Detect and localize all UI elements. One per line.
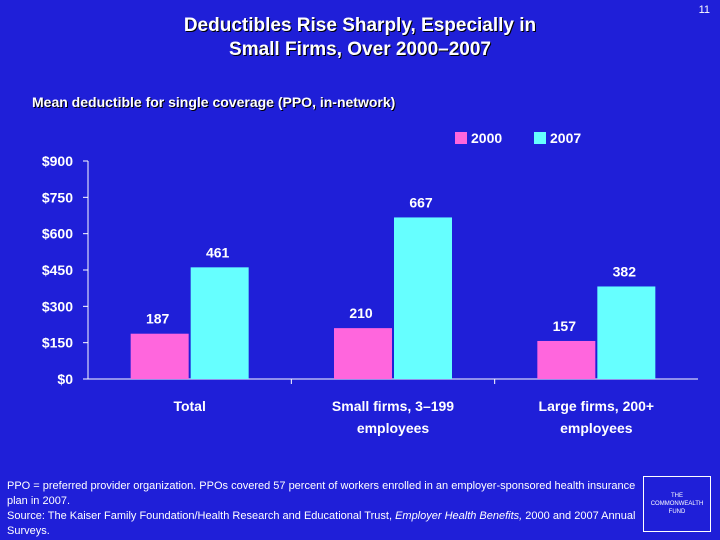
legend-label-2000: 2000: [471, 130, 502, 146]
category-label: Small firms, 3–199: [332, 398, 454, 414]
bar-2000: [130, 333, 189, 379]
chart-subtitle: Mean deductible for single coverage (PPO…: [32, 94, 396, 110]
bar-2000: [537, 340, 596, 379]
data-label-2000: 210: [349, 305, 373, 321]
legend-swatch-2007: [534, 132, 546, 144]
source-title: Employer Health Benefits,: [395, 510, 523, 522]
logo-line3: FUND: [668, 509, 686, 515]
category-label: Large firms, 200+: [539, 398, 655, 414]
legend-label-2007: 2007: [550, 130, 581, 146]
category-label: Total: [173, 398, 205, 414]
slide-number: 11: [698, 4, 710, 16]
bar-chart: $0 $150 $300 $450 $600 $750 $900 187 461 Total 210…: [42, 130, 698, 436]
source-prefix: Source: The Kaiser Family Foundation/Hea…: [7, 510, 396, 522]
footnote-source: Source: The Kaiser Family Foundation/Hea…: [7, 509, 642, 539]
commonwealth-fund-logo: THE COMMONWEALTH FUND: [643, 476, 711, 532]
logo-line1: THE: [671, 493, 683, 499]
bar-2007: [394, 217, 452, 379]
slide-title-line2: Small Firms, Over 2000–2007: [229, 39, 491, 60]
y-tick-label: $150: [42, 335, 73, 351]
bar-2000: [334, 328, 392, 379]
y-tick-label: $0: [57, 371, 73, 387]
y-tick-label: $600: [42, 226, 73, 242]
footnote: PPO = preferred provider organization. P…: [7, 479, 642, 539]
y-tick-label: $450: [42, 262, 73, 278]
data-label-2007: 667: [409, 194, 433, 210]
legend-swatch-2000: [455, 132, 467, 144]
data-label-2000: 187: [146, 311, 170, 327]
data-label-2000: 157: [553, 318, 577, 334]
category-label: employees: [357, 420, 430, 436]
source-suffix: 2000 and 2007 Annual Surveys.: [7, 510, 636, 537]
y-tick-label: $750: [42, 189, 73, 205]
y-tick-label: $300: [42, 298, 73, 314]
y-tick-label: $900: [42, 153, 73, 169]
slide-title: Deductibles Rise Sharply, Especially in …: [100, 14, 620, 62]
footnote-definition: PPO = preferred provider organization. P…: [7, 480, 636, 507]
data-label-2007: 382: [613, 263, 637, 279]
data-label-2007: 461: [206, 244, 230, 260]
bar-2007: [597, 286, 656, 379]
slide-title-line1: Deductibles Rise Sharply, Especially in: [183, 15, 537, 36]
logo-line2: COMMONWEALTH: [650, 501, 704, 507]
bar-2007: [190, 267, 249, 379]
category-label: employees: [560, 420, 633, 436]
